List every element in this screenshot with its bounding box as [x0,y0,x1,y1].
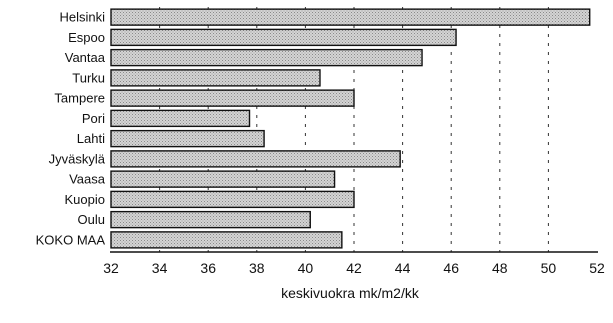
category-label: KOKO MAA [36,232,106,247]
category-label: Turku [72,70,105,85]
bars [110,8,591,249]
category-label: Lahti [77,131,105,146]
category-labels: Helsinki Espoo Vantaa Turku Tampere Pori Lahti… [36,10,106,248]
x-axis-title: keskivuokra mk/m2/kk [281,285,420,301]
x-tick-label-44: 44 [395,260,411,276]
x-tick-label-48: 48 [492,260,508,276]
category-label: Tampere [54,91,105,106]
bar-6 [110,129,265,148]
x-tick-labels: 32 34 36 38 40 42 44 46 48 50 52 [103,260,605,276]
category-label: Pori [82,111,105,126]
category-label: Vaasa [69,172,106,187]
x-tick-label-46: 46 [443,260,459,276]
x-tick-label-32: 32 [103,260,119,276]
bar-11 [110,231,343,249]
category-label: Jyväskylä [49,151,106,166]
category-label: Oulu [78,212,105,227]
x-tick-label-38: 38 [249,260,265,276]
bar-10 [110,210,311,229]
x-tick-label-40: 40 [298,260,314,276]
bar-5 [110,109,251,128]
category-label: Vantaa [65,50,106,65]
bar-2 [110,48,423,67]
x-tick-label-52: 52 [589,260,605,276]
x-tick-label-42: 42 [346,260,362,276]
bar-7 [110,150,401,168]
category-label: Kuopio [65,192,105,207]
bar-1 [110,28,457,47]
category-label: Helsinki [59,10,105,25]
x-tick-label-34: 34 [152,260,168,276]
bar-9 [110,190,355,209]
bar-4 [110,89,355,107]
category-label: Espoo [68,30,105,45]
x-tick-label-36: 36 [200,260,216,276]
bar-8 [110,170,336,188]
bar-3 [110,69,321,87]
bar-0 [110,8,591,26]
x-tick-label-50: 50 [541,260,557,276]
